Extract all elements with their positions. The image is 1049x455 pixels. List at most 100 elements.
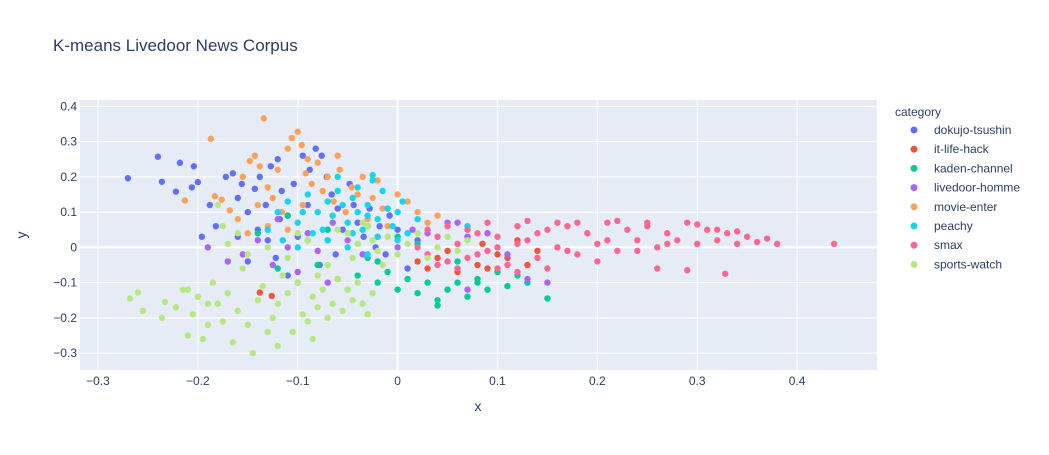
scatter-point — [269, 314, 276, 322]
scatter-point — [664, 230, 671, 237]
scatter-point — [694, 240, 701, 248]
scatter-point — [514, 222, 521, 230]
legend-item-kaden-channel[interactable]: kaden-channel — [910, 161, 1013, 175]
scatter-point — [694, 221, 701, 228]
scatter-point — [359, 173, 366, 181]
legend-label: peachy — [934, 219, 973, 233]
scatter-point — [354, 240, 361, 248]
legend-label: sports-watch — [934, 257, 1002, 271]
scatter-point — [369, 289, 376, 297]
scatter-point — [214, 201, 222, 209]
scatter-point — [454, 265, 461, 272]
scatter-point — [484, 230, 491, 237]
scatter-point — [624, 226, 631, 233]
x-tick-label: 0 — [394, 374, 401, 388]
scatter-point — [454, 219, 461, 226]
scatter-point — [434, 254, 441, 262]
scatter-point — [544, 226, 551, 233]
legend-item-dokujo-tsushin[interactable]: dokujo-tsushin — [910, 123, 1012, 137]
scatter-point — [256, 173, 263, 181]
scatter-point — [504, 282, 511, 290]
legend-item-smax[interactable]: smax — [910, 238, 963, 252]
scatter-point — [344, 244, 351, 251]
scatter-point — [484, 247, 491, 255]
scatter-point — [212, 222, 220, 230]
scatter-point — [830, 240, 838, 248]
scatter-point — [314, 247, 321, 255]
scatter-point — [334, 275, 341, 283]
scatter-point — [424, 279, 431, 286]
legend-item-sports-watch[interactable]: sports-watch — [910, 257, 1003, 271]
scatter-point — [359, 226, 366, 233]
scatter-point — [484, 265, 491, 272]
scatter-point — [268, 292, 275, 300]
scatter-point — [304, 201, 311, 209]
scatter-point — [184, 332, 192, 339]
scatter-point — [349, 230, 356, 237]
x-tick-label: −0.1 — [286, 374, 310, 388]
scatter-point — [274, 265, 281, 272]
scatter-point — [274, 215, 281, 223]
legend-item-movie-enter[interactable]: movie-enter — [910, 200, 998, 214]
scatter-point — [464, 237, 471, 244]
scatter-point — [181, 197, 189, 204]
scatter-point — [504, 251, 511, 258]
scatter-point — [324, 198, 331, 205]
scatter-point — [714, 226, 721, 233]
y-tick-label: 0.3 — [60, 135, 77, 149]
scatter-point — [207, 135, 215, 142]
scatter-point — [284, 254, 291, 262]
scatter-point — [264, 237, 271, 244]
scatter-point — [214, 300, 222, 307]
legend-item-livedoor-homme[interactable]: livedoor-homme — [910, 181, 1021, 195]
scatter-point — [308, 180, 315, 188]
scatter-point — [574, 219, 581, 226]
scatter-point — [733, 240, 741, 248]
scatter-point — [304, 191, 311, 198]
scatter-point — [229, 339, 237, 346]
scatter-point — [424, 226, 431, 233]
y-tick-label: −0.1 — [53, 276, 77, 290]
series-livedoor-homme — [204, 215, 551, 293]
legend-item-it-life-hack[interactable]: it-life-hack — [910, 142, 990, 156]
scatter-point — [369, 177, 376, 184]
scatter-point — [239, 251, 246, 258]
scatter-point — [733, 228, 741, 235]
scatter-point — [284, 226, 291, 233]
scatter-point — [349, 254, 356, 262]
scatter-point — [334, 226, 341, 233]
scatter-point — [334, 152, 341, 159]
scatter-point — [454, 258, 461, 265]
scatter-point — [251, 185, 258, 193]
scatter-point — [424, 219, 431, 226]
legend[interactable]: category dokujo-tsushin it-life-hack kaden… — [895, 105, 1020, 271]
legend-marker — [910, 203, 918, 211]
scatter-point — [264, 244, 271, 251]
scatter-point — [484, 286, 491, 293]
scatter-point — [324, 261, 331, 269]
scatter-point — [339, 226, 346, 233]
scatter-point — [384, 233, 391, 240]
x-tick-label: −0.3 — [86, 374, 110, 388]
scatter-point — [376, 222, 383, 230]
legend-marker — [910, 184, 918, 192]
scatter-point — [404, 240, 411, 248]
scatter-point — [374, 215, 381, 223]
scatter-point — [464, 286, 471, 293]
scatter-point — [299, 208, 306, 216]
scatter-point — [360, 233, 367, 240]
scatter-point — [594, 258, 601, 265]
scatter-point — [394, 208, 401, 216]
scatter-point — [294, 219, 301, 226]
scatter-point — [288, 134, 295, 142]
scatter-point — [318, 152, 325, 159]
scatter-point — [454, 247, 461, 255]
scatter-point — [474, 261, 481, 269]
scatter-point — [284, 212, 291, 219]
legend-item-peachy[interactable]: peachy — [910, 219, 973, 233]
scatter-point — [272, 254, 279, 262]
scatter-point — [414, 230, 421, 237]
scatter-point — [328, 191, 335, 198]
legend-marker — [910, 145, 918, 153]
series-peachy — [264, 171, 471, 258]
